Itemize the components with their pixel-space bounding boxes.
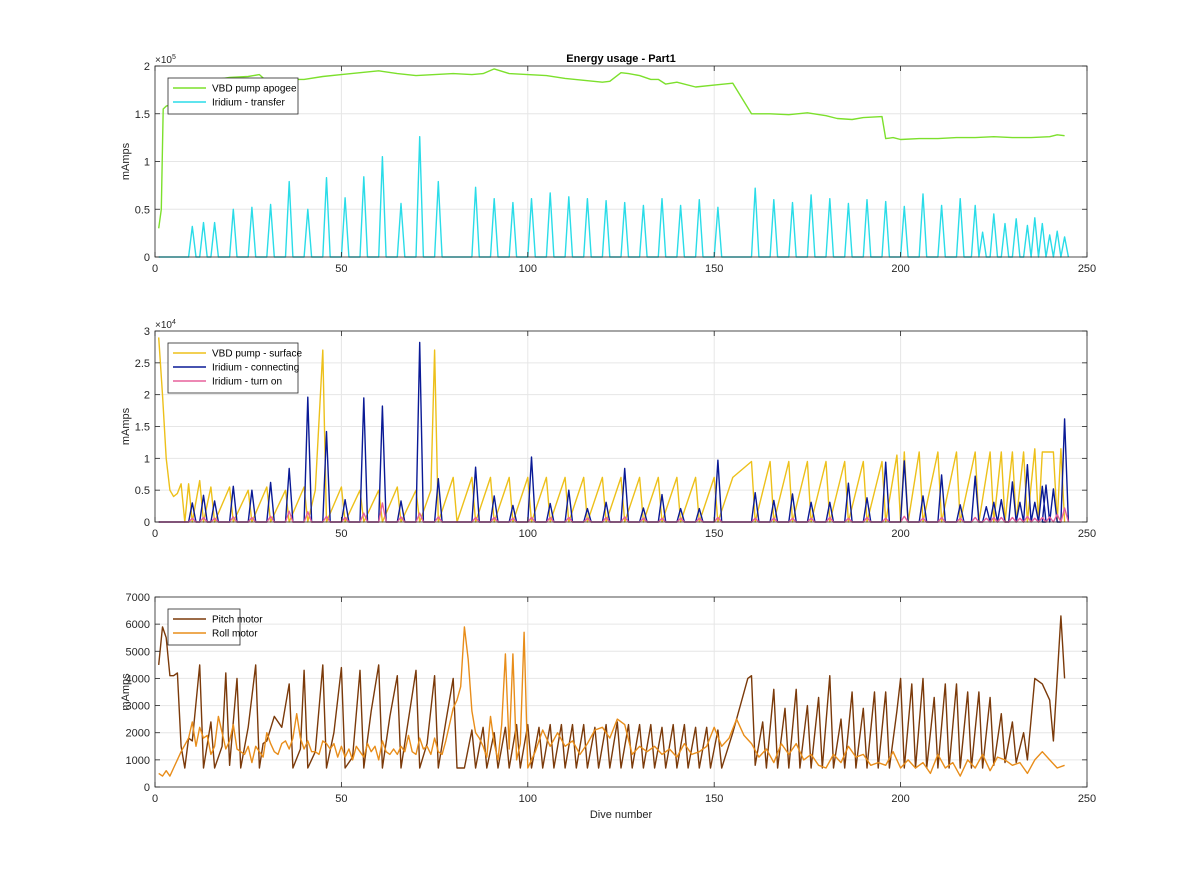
x-tick-label: 100 [519,528,537,540]
x-axis-label: Dive number [590,809,653,821]
x-tick-label: 200 [891,263,909,275]
legend-label-pitch-motor: Pitch motor [212,615,263,626]
x-tick-label: 0 [152,793,158,805]
y-tick-label: 1.5 [135,109,150,121]
legend-label-iridium-turn-on: Iridium - turn on [212,377,282,388]
x-tick-label: 100 [519,793,537,805]
y-tick-label: 2.5 [135,358,150,370]
x-tick-label: 0 [152,263,158,275]
y-tick-label: 1 [144,453,150,465]
x-tick-label: 200 [891,528,909,540]
x-tick-label: 50 [335,263,347,275]
x-tick-label: 150 [705,793,723,805]
x-tick-label: 50 [335,528,347,540]
y-tick-label: 2 [144,390,150,402]
legend-box [167,342,299,394]
legend-label-roll-motor: Roll motor [212,629,258,640]
y-tick-label: 4000 [126,673,150,685]
vbd-iridium-middle-plot: 0 50 100 150 200 250 0 0.5 1 1.5 2 2.5 3 ×104 mAmps VBD… [120,319,1096,540]
axes-background [155,597,1087,787]
chart-title: Energy usage - Part1 [566,53,675,65]
x-tick-label: 150 [705,528,723,540]
legend-label-iridium-transfer: Iridium - transfer [212,98,285,109]
legend: VBD pump - surface Iridium - connecting Ir… [167,342,302,394]
y-exponent-power: 4 [172,319,176,326]
series-line-roll-motor [158,626,1065,777]
y-tick-label: 0 [144,782,150,794]
y-exponent-label: ×104 [155,319,176,331]
motors-bottom-plot: 0 50 100 150 200 250 0 1000 2000 3000 4000 5000 6000… [120,592,1096,821]
x-tick-label: 250 [1078,528,1096,540]
y-tick-label: 6000 [126,619,150,631]
y-tick-label: 3000 [126,701,150,713]
y-axis-label: mAmps [120,407,132,445]
legend-label-vbd-pump-surface: VBD pump - surface [212,349,302,360]
y-tick-label: 2 [144,61,150,73]
y-tick-label: 0 [144,517,150,529]
y-tick-label: 0 [144,252,150,264]
y-exponent-base: ×10 [155,55,172,66]
x-tick-label: 100 [519,263,537,275]
x-tick-label: 250 [1078,263,1096,275]
legend-label-iridium-connecting: Iridium - connecting [212,363,299,374]
legend: VBD pump apogee Iridium - transfer [167,77,299,115]
y-exponent-power: 5 [172,54,176,61]
series-line-pitch-motor [158,615,1066,769]
x-tick-label: 200 [891,793,909,805]
x-tick-label: 50 [335,793,347,805]
y-tick-label: 5000 [126,646,150,658]
y-exponent-label: ×105 [155,54,176,66]
y-tick-label: 1000 [126,755,150,767]
x-tick-label: 150 [705,263,723,275]
y-tick-label: 0.5 [135,204,150,216]
series-group [158,615,1066,777]
x-tick-label: 0 [152,528,158,540]
y-tick-label: 1.5 [135,422,150,434]
y-tick-label: 3 [144,326,150,338]
y-exponent-base: ×10 [155,320,172,331]
y-axis-label: mAmps [120,673,132,711]
y-axis-label: mAmps [120,142,132,180]
y-tick-label: 7000 [126,592,150,604]
x-tick-label: 250 [1078,793,1096,805]
y-tick-label: 1 [144,157,150,169]
energy-usage-top-plot: 0 50 100 150 200 250 0 0.5 1 1.5 2 ×105 Energy usage… [120,53,1096,275]
legend: Pitch motor Roll motor [167,608,263,646]
legend-box [167,608,241,646]
y-tick-label: 0.5 [135,485,150,497]
y-tick-label: 2000 [126,728,150,740]
legend-label-vbd-pump-apogee: VBD pump apogee [212,84,297,95]
legend-box [167,77,299,115]
axes-frame [154,596,1088,788]
